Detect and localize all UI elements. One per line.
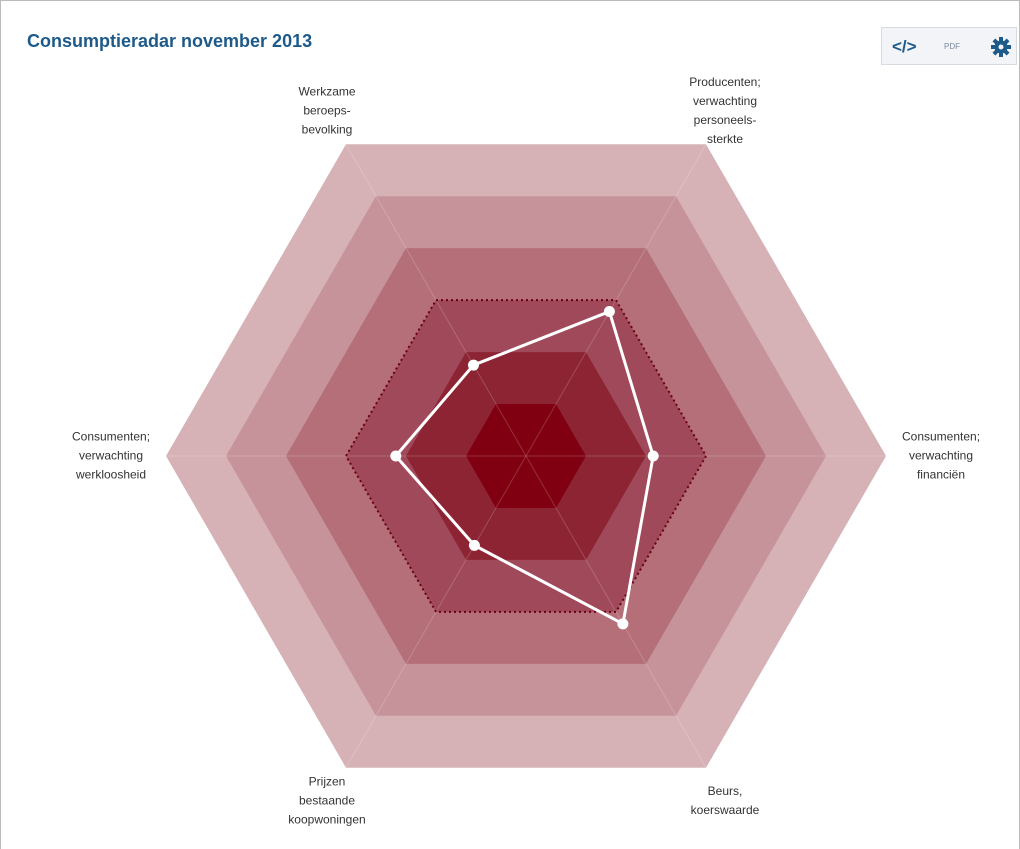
axis-label: Beurs, koerswaarde xyxy=(690,783,760,817)
axis-label: Werkzame beroeps- bevolking xyxy=(298,84,356,137)
data-point xyxy=(468,539,480,551)
pdf-button[interactable]: PDF xyxy=(944,42,960,51)
data-point xyxy=(603,306,615,318)
data-point xyxy=(390,450,402,462)
axis-label: Producenten; verwachting personeels- ste… xyxy=(689,75,761,147)
toolbar: </> PDF xyxy=(881,27,1017,65)
axis-label: Consumenten; verwachting werkloosheid xyxy=(71,429,151,482)
settings-button[interactable] xyxy=(990,36,1012,58)
ring xyxy=(466,404,586,508)
data-point xyxy=(468,359,479,371)
embed-button[interactable]: </> xyxy=(892,37,917,56)
axis-label: Prijzen bestaande koopwoningen xyxy=(288,774,366,827)
data-point xyxy=(617,618,629,630)
chart-title: Consumptieradar november 2013 xyxy=(27,31,313,51)
axis-label: Consumenten; verwachting financiën xyxy=(901,429,981,482)
data-point xyxy=(647,450,659,462)
reference-ring xyxy=(344,299,708,613)
